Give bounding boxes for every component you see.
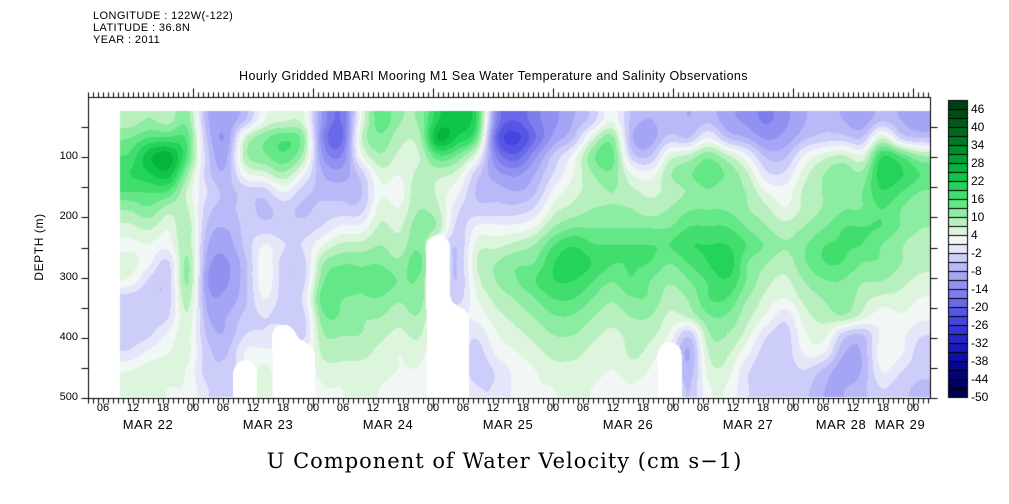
x-hour-label: 18 <box>516 402 530 414</box>
y-tick-label: 100 <box>59 150 78 163</box>
colorbar-tick-label: 40 <box>971 120 985 134</box>
x-hour-label: 18 <box>156 402 170 414</box>
colorbar-tick-label: 16 <box>971 192 985 206</box>
x-hour-label: 06 <box>696 402 710 414</box>
longitude-label: LONGITUDE : 122W(-122) <box>93 10 234 22</box>
x-hour-label: 12 <box>726 402 740 414</box>
colorbar-tick-label: 46 <box>971 102 985 116</box>
chart-title: Hourly Gridded MBARI Mooring M1 Sea Wate… <box>239 69 748 83</box>
colorbar-tick-label: -26 <box>971 318 989 332</box>
x-hour-label: 06 <box>576 402 590 414</box>
x-hour-label: 06 <box>456 402 470 414</box>
x-hour-label: 06 <box>816 402 830 414</box>
colorbar-tick-label: -38 <box>971 354 989 368</box>
colorbar-tick-label: 28 <box>971 156 985 170</box>
year-label: YEAR : 2011 <box>93 34 161 46</box>
colorbar-tick-label: -32 <box>971 336 989 350</box>
x-day-label: MAR 27 <box>722 417 774 432</box>
x-hour-label: 18 <box>756 402 770 414</box>
colorbar-tick-label: -44 <box>971 372 989 386</box>
colorbar-tick-label: 34 <box>971 138 985 152</box>
x-hour-label: 12 <box>366 402 380 414</box>
colorbar-tick-label: -2 <box>971 246 982 260</box>
x-hour-label: 12 <box>846 402 860 414</box>
x-hour-label: 18 <box>276 402 290 414</box>
x-hour-label: 00 <box>666 402 680 414</box>
footer-title: U Component of Water Velocity (cm s−1) <box>266 449 743 473</box>
x-hour-label: 18 <box>876 402 890 414</box>
x-hour-label: 06 <box>96 402 110 414</box>
y-tick-label: 300 <box>59 270 78 283</box>
x-hour-label: 00 <box>306 402 320 414</box>
x-hour-label: 00 <box>186 402 200 414</box>
x-hour-label: 06 <box>216 402 230 414</box>
y-tick-label: 500 <box>59 391 78 403</box>
x-day-label: MAR 29 <box>874 417 926 432</box>
x-hour-label: 00 <box>786 402 800 414</box>
x-hour-label: 12 <box>486 402 500 414</box>
colorbar-tick-label: -14 <box>971 282 989 296</box>
x-day-label: MAR 22 <box>122 417 174 432</box>
colorbar-tick-label: -8 <box>971 264 982 278</box>
x-hour-label: 00 <box>906 402 920 414</box>
y-tick-label: 200 <box>59 210 78 223</box>
x-hour-label: 12 <box>126 402 140 414</box>
x-hour-label: 18 <box>636 402 650 414</box>
colorbar-tick-label: 10 <box>971 210 985 224</box>
colorbar-tick-label: 4 <box>971 228 978 242</box>
x-day-label: MAR 28 <box>815 417 867 432</box>
colorbar-tick-label: 22 <box>971 174 985 188</box>
x-day-label: MAR 26 <box>602 417 654 432</box>
x-hour-label: 12 <box>606 402 620 414</box>
x-day-label: MAR 25 <box>482 417 534 432</box>
x-hour-label: 18 <box>396 402 410 414</box>
colorbar-tick-label: -20 <box>971 300 989 314</box>
colorbar-tick-label: -50 <box>971 390 989 404</box>
x-hour-label: 00 <box>546 402 560 414</box>
x-day-label: MAR 23 <box>242 417 294 432</box>
x-day-label: MAR 24 <box>362 417 414 432</box>
x-hour-label: 06 <box>336 402 350 414</box>
y-tick-label: 400 <box>59 330 78 343</box>
latitude-label: LATITUDE : 36.8N <box>93 22 191 34</box>
x-hour-label: 00 <box>426 402 440 414</box>
x-hour-label: 12 <box>246 402 260 414</box>
